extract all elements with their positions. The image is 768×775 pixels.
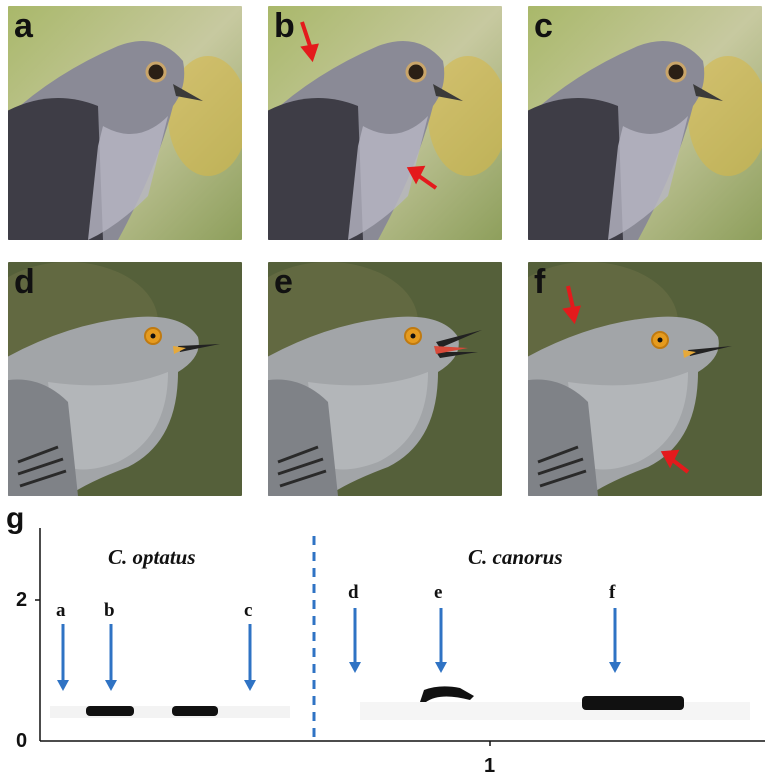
panel-label: d bbox=[14, 263, 35, 301]
photo-panel-f: f bbox=[528, 262, 762, 496]
svg-text:e: e bbox=[434, 582, 442, 603]
y-tick-label: 0 bbox=[16, 730, 27, 752]
spectrogram: 2 0 1 C. optatus C. canorus a b c d e bbox=[16, 528, 765, 775]
red-arrow-icon bbox=[660, 449, 690, 474]
marker-c: c bbox=[244, 600, 256, 691]
marker-a: a bbox=[56, 600, 69, 691]
species-label: C. optatus bbox=[108, 545, 196, 569]
species-label: C. canorus bbox=[468, 545, 563, 569]
cuckoo-optatus-image bbox=[528, 6, 762, 240]
cuckoo-canorus-image bbox=[268, 262, 502, 496]
marker-f: f bbox=[609, 582, 621, 673]
photo-panel-b: b bbox=[268, 6, 502, 240]
cuckoo-optatus-image bbox=[268, 6, 502, 240]
panel-label: a bbox=[14, 7, 33, 45]
photo-panel-e: e bbox=[268, 262, 502, 496]
panel-label: e bbox=[274, 263, 293, 301]
photo-panel-a: a bbox=[8, 6, 242, 240]
y-tick-label: 2 bbox=[16, 589, 27, 611]
panel-label: c bbox=[534, 7, 553, 45]
cuckoo-canorus-image bbox=[528, 262, 762, 496]
red-arrow-icon bbox=[562, 285, 581, 325]
marker-d: d bbox=[348, 582, 361, 673]
svg-text:a: a bbox=[56, 600, 66, 621]
call-note bbox=[420, 686, 474, 702]
svg-text:f: f bbox=[609, 582, 616, 603]
call-note bbox=[582, 696, 684, 710]
red-arrow-icon bbox=[406, 165, 438, 190]
x-tick-label: 1 bbox=[484, 755, 495, 775]
call-note bbox=[172, 706, 218, 716]
red-arrow-icon bbox=[300, 21, 319, 63]
marker-b: b bbox=[104, 600, 117, 691]
panel-label: f bbox=[534, 263, 546, 301]
panel-label-g: g bbox=[6, 502, 25, 535]
marker-e: e bbox=[434, 582, 447, 673]
cuckoo-canorus-image bbox=[8, 262, 242, 496]
panel-label: b bbox=[274, 7, 295, 45]
photo-panel-d: d bbox=[8, 262, 242, 496]
svg-text:d: d bbox=[348, 582, 359, 603]
photo-panel-c: c bbox=[528, 6, 762, 240]
svg-text:c: c bbox=[244, 600, 252, 621]
cuckoo-optatus-image bbox=[8, 6, 242, 240]
svg-text:b: b bbox=[104, 600, 115, 621]
call-note bbox=[86, 706, 134, 716]
